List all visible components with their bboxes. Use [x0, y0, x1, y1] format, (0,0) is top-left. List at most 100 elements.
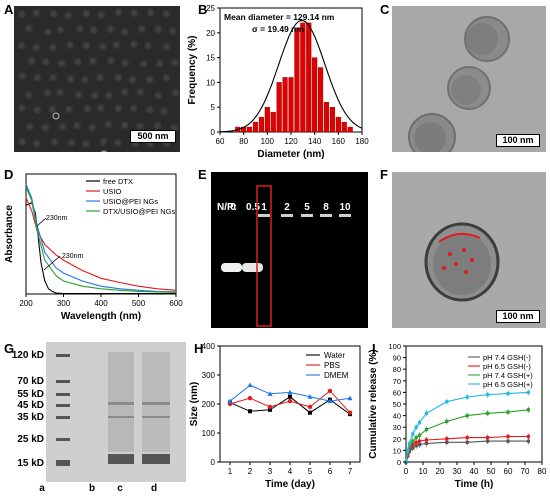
data-point	[486, 436, 490, 440]
gel-image-panel-e: N/P: 0 0.5 1 2 5 8 10	[211, 172, 368, 328]
x-axis-label: Wavelength (nm)	[61, 311, 141, 322]
y-tick-label: 100	[202, 429, 216, 438]
data-point	[414, 425, 418, 429]
y-tick-label: 100	[388, 342, 401, 351]
x-tick-label: 100	[261, 137, 275, 146]
sem-particle	[128, 39, 139, 50]
sem-particle	[32, 104, 43, 115]
x-tick-label: 3	[268, 467, 273, 476]
sem-particle	[96, 10, 107, 21]
y-axis-label: Size (nm)	[189, 382, 200, 426]
sem-particle	[23, 90, 34, 101]
sem-particle	[128, 7, 139, 18]
data-point	[411, 443, 415, 447]
sem-particle	[170, 87, 180, 98]
sem-particle	[17, 136, 28, 147]
sem-particle	[95, 103, 106, 114]
data-point	[414, 444, 418, 448]
histogram-bar	[318, 67, 324, 133]
histogram-bar	[312, 57, 318, 133]
sem-particle	[161, 41, 172, 52]
sem-particle	[63, 10, 74, 21]
sem-particle	[89, 90, 100, 101]
data-point	[327, 398, 333, 404]
data-point	[227, 398, 233, 404]
marker-lane	[56, 354, 70, 466]
sem-particle	[64, 39, 75, 50]
sem-particle	[23, 23, 34, 34]
sem-particle	[161, 8, 172, 19]
data-point	[411, 432, 415, 436]
histogram-bar	[264, 106, 270, 133]
data-point	[247, 396, 253, 401]
dna-band-lane-0	[221, 263, 242, 272]
well-band	[320, 214, 332, 217]
data-point	[445, 440, 449, 444]
x-tick-label: 6	[328, 467, 333, 476]
data-point	[267, 404, 273, 410]
size-stability-chart-h: 1 2 3 4 5 6 7 0 100 200 300 400 Time (day) Size (nm) W…	[189, 342, 361, 490]
legend-label: USIO@PEI NGs	[103, 197, 158, 206]
x-tick-label: 400	[94, 299, 108, 308]
data-point	[411, 439, 415, 443]
sem-particle	[31, 7, 42, 18]
sem-particle	[145, 7, 156, 18]
data-point	[307, 394, 313, 399]
plot-frame	[25, 173, 177, 295]
histogram-bar	[247, 126, 253, 133]
panel-label-g: G	[4, 341, 15, 356]
sem-particles	[16, 7, 180, 152]
lane-label: 0	[230, 202, 236, 213]
uv-vis-chart-d: 200 300 400 500 600 Wavelength (nm) Absorbance…	[4, 173, 183, 322]
data-point	[248, 409, 252, 414]
sem-particle	[119, 87, 130, 98]
x-tick-label: 140	[308, 137, 322, 146]
lane-a: a	[39, 483, 45, 494]
sem-particle	[42, 88, 53, 99]
well-band	[301, 214, 313, 217]
lane-label: 5	[304, 202, 310, 213]
legend-label: pH 6.5 GSH(-)	[483, 362, 531, 371]
x-tick-label: 300	[57, 299, 71, 308]
data-point	[407, 441, 411, 446]
sem-image-panel-a: 500 nm	[14, 6, 180, 152]
sem-particle	[111, 39, 122, 50]
data-point	[418, 443, 422, 447]
x-tick-label: 160	[332, 137, 346, 146]
histogram-bar	[258, 116, 264, 133]
sem-particle	[65, 73, 76, 84]
sem-particle	[135, 121, 146, 132]
legend-label: DTX/USIO@PEI NGs	[103, 207, 175, 216]
data-point	[486, 439, 490, 443]
x-tick-label: 0	[404, 467, 409, 476]
sem-particle	[128, 103, 139, 114]
sem-particle	[135, 87, 146, 98]
x-tick-label: 2	[248, 467, 253, 476]
sem-particle	[66, 137, 77, 148]
histogram-bar	[329, 106, 335, 133]
y-tick-label: 10	[206, 78, 215, 87]
sem-particle	[98, 136, 109, 147]
gel-g-drawing	[56, 352, 170, 466]
highlight-box-np1	[256, 185, 272, 327]
x-tick-label: 80	[538, 467, 547, 476]
annotation-arrow-2	[43, 255, 61, 271]
sem-particle	[31, 42, 42, 53]
x-tick-label: 60	[216, 137, 225, 146]
sem-particle	[169, 57, 180, 68]
sem-particle	[161, 72, 172, 83]
sem-particle	[63, 104, 74, 115]
panel-label-a: A	[4, 2, 14, 17]
sample-lane-c	[108, 352, 134, 464]
panel-label-f: F	[380, 167, 388, 182]
data-point	[506, 391, 510, 396]
data-point	[445, 419, 449, 423]
data-point	[526, 390, 530, 394]
data-point	[347, 410, 353, 415]
sample-lane-d	[142, 352, 170, 464]
data-point	[445, 437, 449, 441]
sem-particle	[32, 72, 43, 83]
sem-particle	[127, 74, 138, 85]
sem-particle	[113, 103, 124, 114]
panel-label-h: H	[194, 341, 204, 356]
